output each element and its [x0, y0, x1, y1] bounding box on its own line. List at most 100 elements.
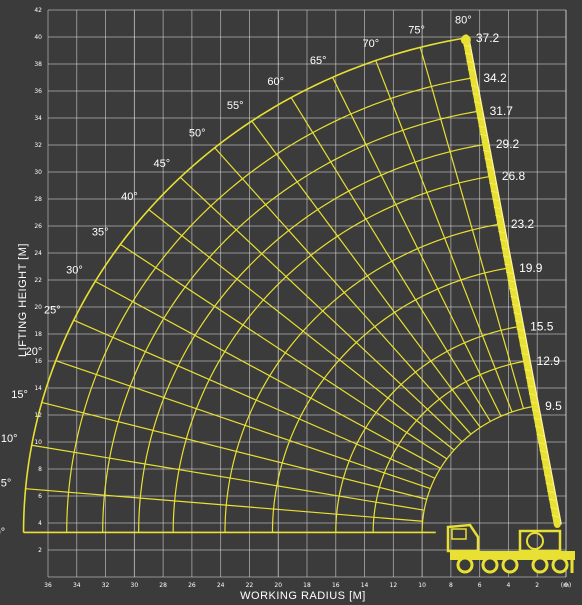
- boom-length-marker: [506, 264, 513, 271]
- boom-lattice: [498, 231, 507, 235]
- y-tick-label: 10: [34, 439, 42, 446]
- boom-angle-line: [375, 60, 513, 413]
- boom-length-arc: [372, 360, 527, 533]
- boom-lattice: [544, 474, 553, 478]
- boom-lattice: [531, 409, 541, 413]
- boom-length-arc: [22, 37, 466, 533]
- angle-label: 20°: [26, 346, 43, 358]
- boom-lattice: [495, 214, 504, 218]
- x-tick-label: 18: [303, 582, 311, 589]
- boom-length-marker: [523, 357, 530, 364]
- x-tick-label: 2: [535, 582, 539, 589]
- truck-wheel: [456, 556, 474, 574]
- crane-slew-ring: [526, 532, 544, 550]
- boom-angle-line: [290, 97, 491, 422]
- angle-label: 60°: [267, 76, 284, 88]
- y-tick-label: 22: [34, 277, 42, 284]
- boom-length-marker: [497, 221, 504, 228]
- angle-label: 5°: [1, 478, 12, 490]
- boom-length-marker: [532, 403, 539, 410]
- boom-length-label: 9.5: [545, 399, 562, 413]
- boom-length-marker: [462, 34, 469, 41]
- x-tick-label: 8: [449, 582, 453, 589]
- angle-label: 75°: [408, 24, 425, 36]
- boom-length-marker: [488, 173, 495, 180]
- boom-lattice: [550, 506, 559, 510]
- boom-length-label: 23.2: [511, 217, 535, 231]
- y-tick-label: 36: [34, 88, 42, 95]
- boom-length-marker: [482, 141, 489, 148]
- boom-length-label: 19.9: [519, 261, 543, 275]
- boom-lattice: [536, 433, 545, 437]
- boom-length-label: 31.7: [490, 104, 514, 118]
- boom-lattice: [519, 344, 528, 348]
- axis-ticks: 36 34 32 30 28 26 24 22 20 18 16 14 12 10 8 6 4 2 0(m)4240…: [34, 7, 571, 589]
- boom-range-curves: [22, 34, 562, 534]
- y-tick-label: 12: [34, 412, 42, 419]
- boom-lattice: [466, 60, 475, 64]
- angle-label: 35°: [92, 227, 109, 239]
- boom-lattice: [489, 182, 498, 186]
- y-tick-label: 38: [34, 61, 42, 68]
- boom-length-marker: [470, 74, 477, 81]
- x-tick-label: 26: [188, 582, 196, 589]
- boom-lattice: [548, 498, 557, 502]
- boom-lattice: [508, 287, 518, 291]
- y-tick-label: 30: [34, 169, 42, 176]
- boom-lattice: [534, 425, 544, 429]
- boom-length-arc: [421, 405, 536, 533]
- x-tick-label: 4: [507, 582, 511, 589]
- y-tick-label: 40: [34, 34, 42, 41]
- crane-truck-icon: [446, 523, 575, 574]
- boom-lattice: [490, 190, 499, 194]
- boom-length-label: 29.2: [496, 137, 520, 151]
- boom-lattice: [507, 279, 516, 283]
- boom-lattice: [513, 312, 522, 316]
- angle-label: 10°: [1, 433, 18, 445]
- angle-label: 45°: [153, 158, 170, 170]
- truck-cab: [446, 523, 480, 553]
- boom-length-arc: [66, 77, 474, 533]
- angle-label: 40°: [121, 191, 138, 203]
- boom-lattice: [516, 328, 525, 332]
- boom-length-label: 34.2: [483, 71, 507, 85]
- boom-angle-line: [31, 444, 425, 511]
- y-tick-label: 24: [34, 250, 42, 257]
- x-tick-label: 6: [478, 582, 482, 589]
- truck-window: [451, 528, 467, 540]
- y-tick-label: 6: [38, 493, 42, 500]
- x-tick-label: 24: [217, 582, 225, 589]
- boom-lattice: [525, 377, 534, 380]
- boom-lattice: [483, 149, 492, 153]
- boom-lattice: [527, 385, 536, 389]
- boom-length-arc: [138, 143, 486, 533]
- boom-angle-line: [120, 243, 448, 460]
- boom-length-label: 26.8: [502, 169, 526, 183]
- boom-lattice: [547, 490, 556, 494]
- boom-lattice: [542, 466, 551, 470]
- boom-lattice: [476, 117, 486, 121]
- boom-angle-line: [419, 47, 525, 409]
- y-tick-label: 18: [34, 331, 42, 338]
- truck-wheel: [501, 556, 519, 574]
- angle-label: 65°: [310, 55, 327, 67]
- y-tick-label: 2: [38, 547, 42, 554]
- boom-lattice: [467, 68, 477, 72]
- x-tick-label: 36: [44, 582, 52, 589]
- x-tick-label: 16: [332, 582, 340, 589]
- boom-length-arc: [102, 110, 480, 533]
- y-tick-label: 16: [34, 358, 42, 365]
- boom-lattice: [472, 93, 481, 97]
- boom-lattice: [499, 239, 509, 243]
- boom-angle-line: [55, 360, 431, 490]
- angle-label: 15°: [11, 389, 28, 401]
- y-tick-label: 42: [34, 7, 42, 14]
- boom-lattice: [518, 336, 527, 340]
- grid-lines: [47, 9, 567, 578]
- boom-length-arc: [224, 223, 501, 533]
- x-tick-label: 32: [102, 582, 110, 589]
- y-tick-label: 4: [38, 520, 42, 527]
- truck-wheel: [551, 556, 569, 574]
- boom-lattice: [551, 514, 560, 518]
